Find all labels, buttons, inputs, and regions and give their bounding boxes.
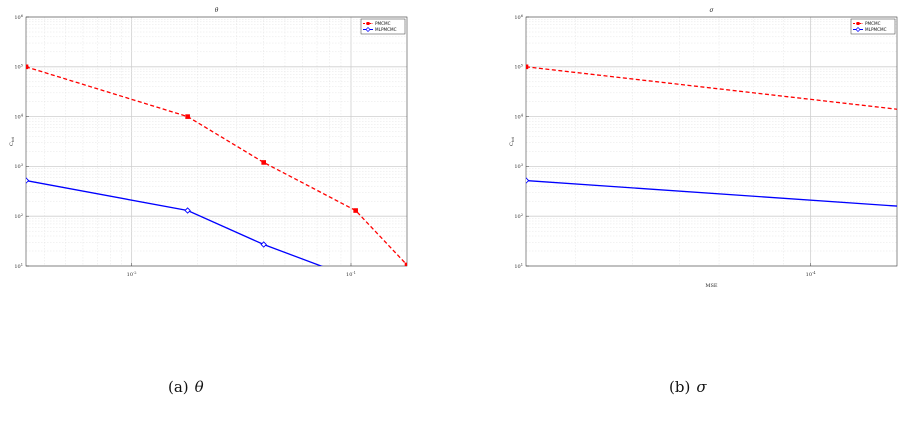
chart-b-group: 101 102 103 104 105 106 10-4 σ Ctot MSE PMCMCMLPMC… (509, 7, 898, 289)
chart-b-point-mlpmcmc (526, 177, 530, 184)
chart-a-y-tick-label: 102 (14, 213, 23, 220)
chart-a-x-tick-label: 10-1 (346, 271, 356, 278)
chart-a-legend-label-mlpmcmc: MLPMCMC (375, 27, 397, 32)
caption-b-label: (b) (669, 378, 691, 396)
chart-b-series-group (526, 64, 897, 207)
chart-b-axes-frame (525, 16, 898, 267)
chart-a-point-pmcmc (353, 208, 358, 213)
chart-a-series-line-pmcmc (26, 66, 407, 266)
chart-b-legend-label-pmcmc: PMCMC (865, 21, 881, 26)
chart-a-legend-marker-mlpmcmc (365, 27, 371, 32)
chart-b-y-tick-label: 105 (514, 64, 523, 71)
chart-a-point-pmcmc (404, 262, 407, 266)
chart-a-y-tick-label: 105 (14, 64, 23, 71)
chart-b-x-tick-label: 10-4 (806, 271, 817, 278)
chart-a-title: θ (215, 7, 219, 14)
chart-a-series-group (26, 64, 409, 318)
chart-b-legend-box (850, 18, 896, 35)
chart-b-title: σ (709, 7, 714, 14)
chart-b-legend-marker-pmcmc (856, 22, 860, 25)
chart-a-y-axis-label: Ctot (9, 137, 15, 146)
chart-b-point-pmcmc (526, 64, 529, 70)
chart-b-legend-marker-mlpmcmc (855, 27, 861, 32)
chart-b-x-axis-label: MSE (705, 283, 718, 289)
chart-a-point-mlpmcmc (353, 276, 358, 281)
chart-a-y-tick-label: 104 (14, 113, 23, 120)
chart-b-series-line-mlpmcmc (526, 179, 897, 207)
chart-a-point-mlpmcmc (404, 313, 409, 318)
chart-b-y-tick-label: 102 (514, 213, 523, 220)
chart-b-y-axis-label: Ctot (509, 137, 515, 146)
chart-a-point-mlpmcmc (260, 241, 267, 248)
caption-b-symbol: σ (696, 378, 707, 396)
chart-a-group: 101 102 103 104 105 106 10-2 10-1 θ Ctot PMCMCMLPM… (9, 7, 409, 318)
caption-a: (a) θ (168, 378, 204, 396)
chart-a-point-pmcmc (185, 114, 190, 119)
chart-b-plot-area (526, 17, 897, 266)
chart-b-y-tick-label: 101 (514, 263, 523, 270)
chart-a-y-tick-label: 106 (14, 14, 23, 21)
chart-a-point-pmcmc (261, 160, 267, 165)
caption-b: (b) σ (669, 378, 707, 396)
chart-b-y-tick-label: 106 (514, 14, 523, 21)
chart-a-legend-marker-pmcmc (366, 22, 370, 25)
chart-b-legend-label-mlpmcmc: MLPMCMC (865, 27, 887, 32)
chart-a-point-mlpmcmc (184, 207, 191, 214)
chart-b-y-tick-label: 104 (514, 113, 523, 120)
chart-a-y-tick-label: 103 (14, 163, 23, 170)
chart-a-y-tick-label: 101 (14, 263, 23, 270)
caption-a-symbol: θ (194, 378, 204, 396)
caption-a-label: (a) (168, 378, 189, 396)
chart-a-point-pmcmc (26, 64, 29, 70)
chart-a-plot-area (26, 17, 407, 266)
chart-a-legend-box (360, 18, 406, 35)
chart-a-x-tick-label: 10-2 (127, 271, 137, 278)
chart-a-axes-frame (25, 16, 408, 267)
chart-a-legend-label-pmcmc: PMCMC (375, 21, 391, 26)
chart-a-point-mlpmcmc (26, 177, 30, 184)
chart-b-y-tick-label: 103 (514, 163, 523, 170)
